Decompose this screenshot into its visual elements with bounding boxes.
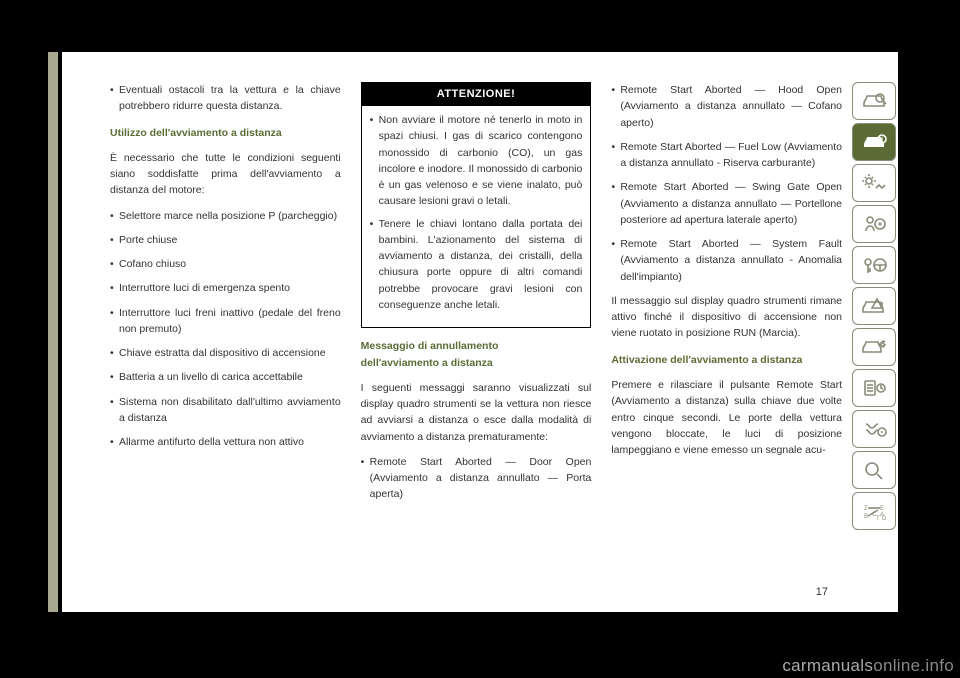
warning-body: Non avviare il motore né tenerlo in moto… bbox=[362, 106, 591, 327]
manual-page: Eventuali ostacoli tra la vettura e la c… bbox=[62, 52, 898, 612]
heading-attivazione: Attivazione dell'avviamento a distanza bbox=[611, 352, 842, 368]
watermark: carmanualsonline.info bbox=[782, 656, 954, 676]
list-item: Remote Start Aborted — Hood Open (Avviam… bbox=[611, 82, 842, 131]
list-item: Porte chiuse bbox=[110, 232, 341, 248]
left-rail bbox=[48, 52, 58, 612]
list-item: Batteria a un livello di carica accettab… bbox=[110, 369, 341, 385]
paragraph: Premere e rilasciare il pulsante Remote … bbox=[611, 377, 842, 458]
svg-text:B: B bbox=[864, 514, 868, 520]
list-item: Remote Start Aborted — System Fault (Avv… bbox=[611, 236, 842, 285]
tab-climate-icon[interactable] bbox=[852, 164, 896, 202]
paragraph: Il messaggio sul display quadro strument… bbox=[611, 293, 842, 342]
list-item: Eventuali ostacoli tra la vettura e la c… bbox=[110, 82, 341, 115]
watermark-part1: carmanuals bbox=[782, 656, 873, 675]
tab-car-warning-icon[interactable] bbox=[852, 287, 896, 325]
paragraph: È necessario che tutte le condizioni seg… bbox=[110, 150, 341, 199]
watermark-part2: online.info bbox=[873, 656, 954, 675]
list-item: Allarme antifurto della vettura non atti… bbox=[110, 434, 341, 450]
column-2: ATTENZIONE! Non avviare il motore né ten… bbox=[361, 82, 592, 594]
heading-utilizo: Utilizzo dell'avviamento a distanza bbox=[110, 125, 341, 141]
tab-car-info-icon[interactable]: i bbox=[852, 123, 896, 161]
heading-messaggio-b: dell'avviamento a distanza bbox=[361, 355, 592, 371]
tab-checklist-icon[interactable] bbox=[852, 369, 896, 407]
section-tabs-sidebar: i ZBCTEAD bbox=[852, 82, 898, 594]
list-item: Interruttore luci freni inattivo (pedale… bbox=[110, 305, 341, 338]
list-item: Tenere le chiavi lontano dalla portata d… bbox=[370, 216, 583, 314]
tab-key-steering-icon[interactable] bbox=[852, 246, 896, 284]
warning-box: ATTENZIONE! Non avviare il motore né ten… bbox=[361, 82, 592, 328]
list-item: Sistema non disabilitato dall'ultimo avv… bbox=[110, 394, 341, 427]
tab-media-nav-icon[interactable] bbox=[852, 410, 896, 448]
list-item: Chiave estratta dal dispositivo di accen… bbox=[110, 345, 341, 361]
list-item: Remote Start Aborted — Fuel Low (Avviame… bbox=[611, 139, 842, 172]
tab-search-icon[interactable] bbox=[852, 451, 896, 489]
list-item: Selettore marce nella posizione P (parch… bbox=[110, 208, 341, 224]
list-item: Remote Start Aborted — Door Open (Avviam… bbox=[361, 454, 592, 503]
heading-messaggio-a: Messaggio di annullamento bbox=[361, 338, 592, 354]
tab-index-icon[interactable]: ZBCTEAD bbox=[852, 492, 896, 530]
tab-car-service-icon[interactable] bbox=[852, 328, 896, 366]
content-columns: Eventuali ostacoli tra la vettura e la c… bbox=[110, 82, 842, 594]
tab-car-search-icon[interactable] bbox=[852, 82, 896, 120]
svg-text:Z: Z bbox=[864, 506, 868, 512]
paragraph: I seguenti messaggi saranno visualizzati… bbox=[361, 380, 592, 445]
column-3: Remote Start Aborted — Hood Open (Avviam… bbox=[611, 82, 842, 594]
svg-text:D: D bbox=[882, 516, 887, 522]
tab-seats-icon[interactable] bbox=[852, 205, 896, 243]
list-item: Interruttore luci di emergenza spento bbox=[110, 280, 341, 296]
page-number: 17 bbox=[816, 586, 828, 598]
warning-title: ATTENZIONE! bbox=[362, 83, 591, 106]
list-item: Non avviare il motore né tenerlo in moto… bbox=[370, 112, 583, 210]
list-item: Cofano chiuso bbox=[110, 256, 341, 272]
list-item: Remote Start Aborted — Swing Gate Open (… bbox=[611, 179, 842, 228]
column-1: Eventuali ostacoli tra la vettura e la c… bbox=[110, 82, 341, 594]
